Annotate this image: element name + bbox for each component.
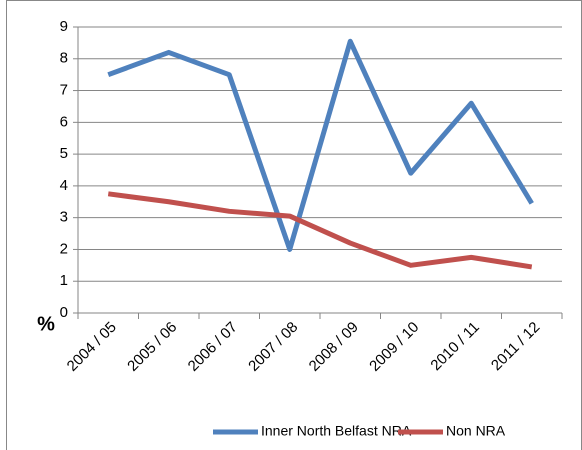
x-tick-label: 2004 / 05 xyxy=(64,319,120,375)
y-tick-label: 2 xyxy=(60,240,68,257)
y-tick-label: 1 xyxy=(60,272,68,289)
y-tick-label: 4 xyxy=(60,177,68,194)
chart-border xyxy=(6,0,582,450)
x-tick-label: 2005 / 06 xyxy=(124,319,180,375)
y-tick-label: 5 xyxy=(60,145,68,162)
y-tick-label: 7 xyxy=(60,82,68,99)
x-tick-label: 2006 / 07 xyxy=(185,319,241,375)
y-tick-label: 9 xyxy=(60,18,68,35)
legend-label: Inner North Belfast NRA xyxy=(261,423,412,439)
y-tick-label: 6 xyxy=(60,113,68,130)
x-tick-label: 2009 / 10 xyxy=(366,319,422,375)
y-axis-label: % xyxy=(37,313,55,335)
x-tick-label: 2008 / 09 xyxy=(306,319,362,375)
y-tick-label: 3 xyxy=(60,209,68,226)
x-tick-label: 2007 / 08 xyxy=(245,319,301,375)
legend-label: Non NRA xyxy=(446,423,506,439)
y-tick-label: 0 xyxy=(60,304,68,321)
series-line xyxy=(107,38,534,252)
series-line xyxy=(107,191,533,270)
x-tick-label: 2010 / 11 xyxy=(427,319,482,374)
x-tick-label: 2011 / 12 xyxy=(488,319,543,374)
y-tick-label: 8 xyxy=(60,50,68,67)
